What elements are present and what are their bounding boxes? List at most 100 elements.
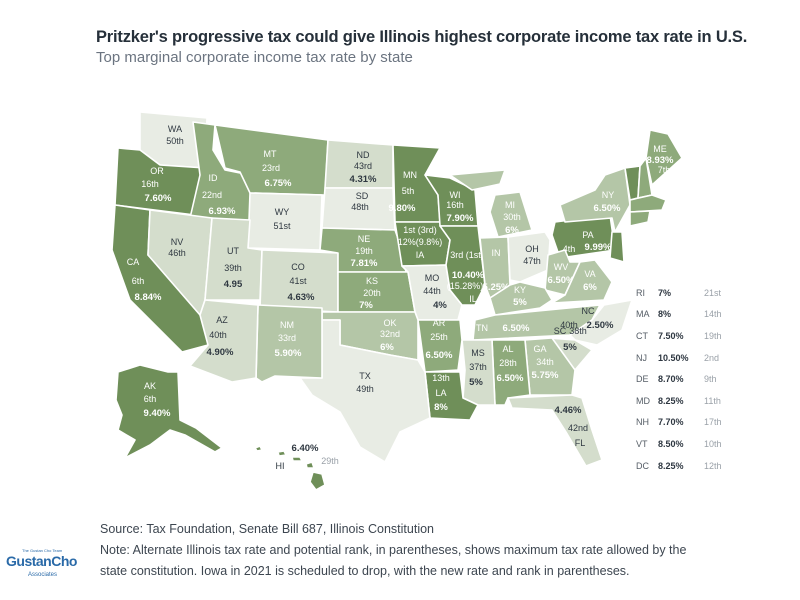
state-label: NC bbox=[582, 306, 595, 316]
state-label: IL bbox=[469, 294, 477, 304]
state-label: GA bbox=[533, 344, 546, 354]
state-label: 8.93% bbox=[647, 155, 674, 166]
state-label: 6.50% bbox=[497, 373, 524, 384]
legend-row: CT 7.50% 19th bbox=[636, 325, 722, 347]
state-label: 2.50% bbox=[587, 320, 614, 331]
state-va: VA 6% bbox=[551, 259, 613, 304]
state-in: IN 5.25% bbox=[479, 236, 511, 299]
state-label: 23rd bbox=[262, 163, 280, 173]
state-label: NV bbox=[171, 237, 184, 247]
state-label: PA bbox=[582, 230, 593, 240]
legend-rate: 10.50% bbox=[658, 352, 689, 363]
state-label: AZ bbox=[216, 315, 228, 325]
legend-rate: 7% bbox=[658, 287, 672, 298]
legend-state: MA bbox=[636, 309, 650, 320]
legend-row: DE 8.70% 9th bbox=[636, 368, 722, 390]
state-label: 9.40% bbox=[144, 408, 171, 419]
state-al: AL 28th 6.50% bbox=[491, 339, 531, 406]
state-label: MT bbox=[264, 149, 277, 159]
state-label: ID bbox=[209, 173, 219, 183]
state-label: 30th bbox=[503, 212, 521, 222]
legend-rank: 19th bbox=[704, 330, 722, 341]
state-shape bbox=[507, 394, 603, 467]
footnote-line-2: state constitution. Iowa in 2021 is sche… bbox=[100, 564, 630, 578]
state-label: 6% bbox=[380, 342, 394, 353]
state-label: LA bbox=[435, 388, 446, 398]
source-note: Source: Tax Foundation, Senate Bill 687,… bbox=[100, 522, 434, 536]
state-ar: AR 25th 6.50% bbox=[417, 318, 463, 373]
logo-sub: Associates bbox=[28, 572, 58, 578]
state-label: 44th bbox=[423, 286, 441, 296]
state-nm: NM 33rd 5.90% bbox=[255, 304, 323, 383]
state-hi: 6.40%29th HI bbox=[254, 443, 339, 491]
state-label: 6th bbox=[144, 394, 157, 404]
state-label: MI bbox=[505, 200, 515, 210]
state-label: 40th bbox=[560, 320, 578, 330]
legend-rank: 21st bbox=[704, 287, 722, 298]
legend-state: DC bbox=[636, 460, 649, 471]
state-pa: PA 4th 9.99% bbox=[551, 214, 616, 259]
legend-state: DE bbox=[636, 374, 649, 385]
state-wy: WY 51st bbox=[247, 192, 323, 251]
state-label: 1st (3rd) bbox=[403, 225, 437, 235]
state-label: 7th bbox=[658, 165, 671, 175]
legend-state: MD bbox=[636, 395, 650, 406]
state-label: 39th bbox=[224, 263, 242, 273]
state-shape bbox=[309, 471, 326, 491]
state-shape bbox=[277, 450, 287, 457]
state-shape bbox=[417, 319, 463, 373]
state-label: AL bbox=[502, 344, 513, 354]
legend-row: NJ 10.50% 2nd bbox=[636, 347, 722, 369]
legend-rank: 9th bbox=[704, 374, 717, 385]
state-label: 5% bbox=[469, 377, 483, 388]
state-label: 5.75% bbox=[532, 370, 559, 381]
state-label: NM bbox=[280, 320, 294, 330]
state-label: WY bbox=[275, 207, 290, 217]
state-label: 33rd bbox=[278, 333, 296, 343]
state-label: 6.50% bbox=[548, 275, 575, 286]
state-label: 19th bbox=[355, 246, 373, 256]
state-label: WV bbox=[554, 262, 569, 272]
state-label: 8.84% bbox=[135, 292, 162, 303]
state-tx: TX 49th bbox=[299, 319, 431, 463]
legend-rank: 2nd bbox=[704, 352, 720, 363]
state-label: 16th bbox=[141, 179, 159, 189]
state-me: ME8.93%7th bbox=[645, 129, 683, 186]
chart-subtitle: Top marginal corporate income tax rate b… bbox=[96, 49, 413, 66]
state-label: 6.50% bbox=[594, 203, 621, 214]
state-label: 6% bbox=[583, 282, 597, 293]
state-label: NY bbox=[602, 190, 615, 200]
state-label: 5th bbox=[402, 186, 415, 196]
footnote-line-1: Note: Alternate Illinois tax rate and po… bbox=[100, 543, 687, 557]
state-label: 12%(9.8%) bbox=[398, 237, 443, 247]
state-label: 6.50% bbox=[503, 323, 530, 334]
state-shape bbox=[489, 191, 533, 238]
state-label: 40th bbox=[209, 330, 227, 340]
state-label: 8% bbox=[434, 402, 448, 413]
state-label: ME bbox=[653, 144, 667, 154]
state-shape bbox=[609, 231, 625, 263]
state-nj bbox=[609, 231, 625, 263]
state-label: 10.40% bbox=[452, 270, 485, 281]
state-label: 25th bbox=[430, 332, 448, 342]
state-shape bbox=[291, 456, 303, 462]
state-label: SC bbox=[554, 326, 567, 336]
legend-state: RI bbox=[636, 287, 645, 298]
state-label: 5% bbox=[513, 297, 527, 308]
state-label: VA bbox=[584, 269, 595, 279]
state-label: IA bbox=[416, 250, 425, 260]
company-logo: The Gustan Cho Team GustanCho Associates bbox=[4, 546, 77, 584]
legend-rank: 10th bbox=[704, 438, 722, 449]
legend-rank: 17th bbox=[704, 417, 722, 428]
state-label: 4.31% bbox=[350, 174, 377, 185]
state-label: 6% bbox=[505, 225, 519, 236]
state-label: 47th bbox=[523, 256, 541, 266]
legend-state: VT bbox=[636, 438, 648, 449]
state-mi: MI 30th 6% bbox=[449, 169, 533, 238]
logo-name: GustanCho bbox=[6, 553, 77, 569]
legend-rank: 12th bbox=[704, 460, 722, 471]
legend-rate: 8% bbox=[658, 309, 672, 320]
state-ct bbox=[629, 210, 651, 227]
state-label: ND bbox=[357, 150, 370, 160]
